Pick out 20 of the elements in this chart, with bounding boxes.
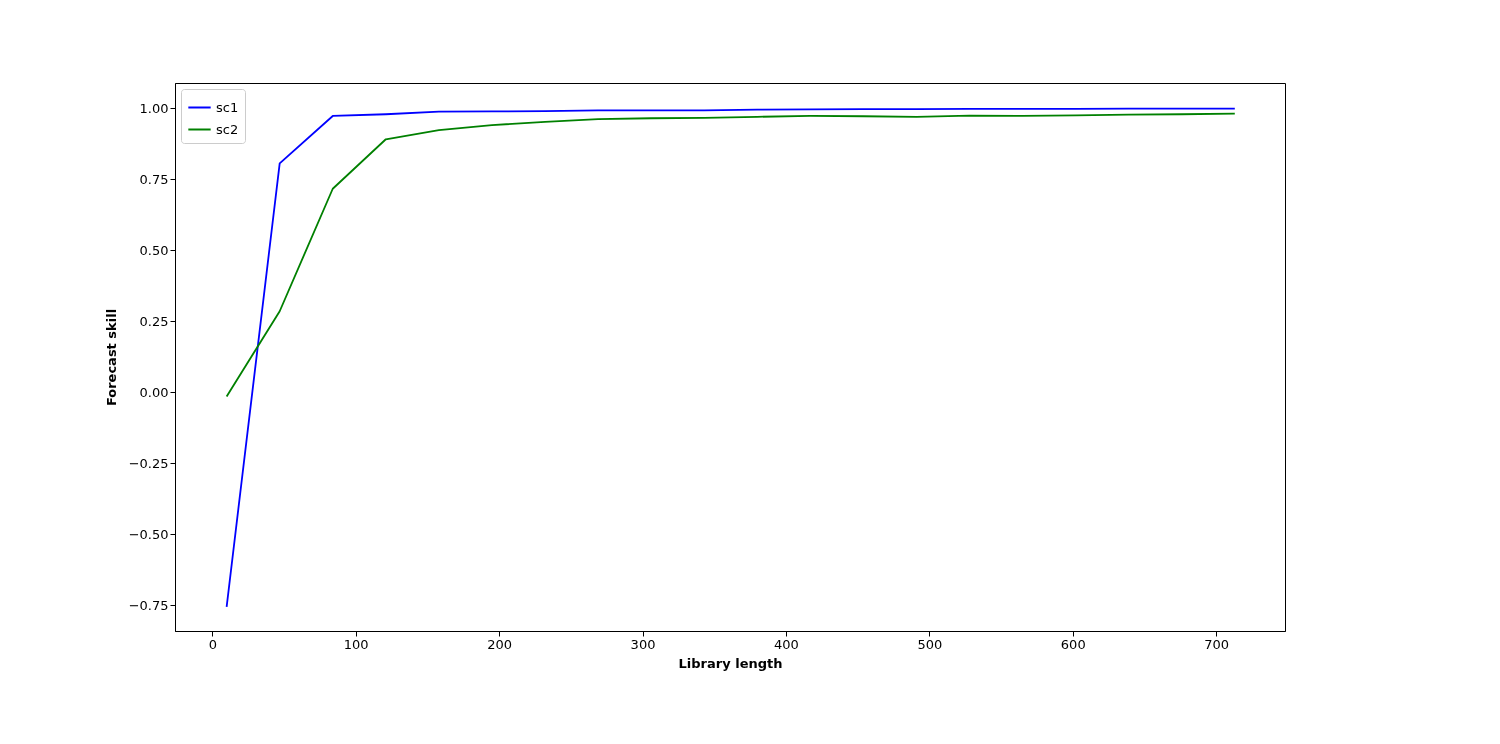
x-tick-label: 400 <box>774 636 799 652</box>
x-tick-label: 0 <box>208 636 217 652</box>
y-tick-label: 1.00 <box>139 100 169 116</box>
x-tick-label: 500 <box>917 636 943 652</box>
x-axis-title: Library length <box>678 655 783 671</box>
y-tick-label: 0.50 <box>139 242 169 258</box>
y-tick-label: 0.75 <box>139 171 169 187</box>
x-tick-label: 100 <box>343 636 369 652</box>
x-tick-label: 200 <box>487 636 513 652</box>
x-tick-label: 300 <box>630 636 656 652</box>
legend-label: sc1 <box>216 99 239 115</box>
y-tick-label: −0.75 <box>128 597 169 613</box>
y-tick-label: −0.25 <box>128 455 169 471</box>
x-tick-label: 700 <box>1204 636 1230 652</box>
y-tick-label: 0.00 <box>139 384 169 400</box>
y-tick-label: −0.50 <box>128 526 169 542</box>
y-tick-label: 0.25 <box>139 313 169 329</box>
x-tick-label: 600 <box>1060 636 1086 652</box>
y-axis-title: Forecast skill <box>103 308 119 407</box>
legend-label: sc2 <box>216 121 239 137</box>
